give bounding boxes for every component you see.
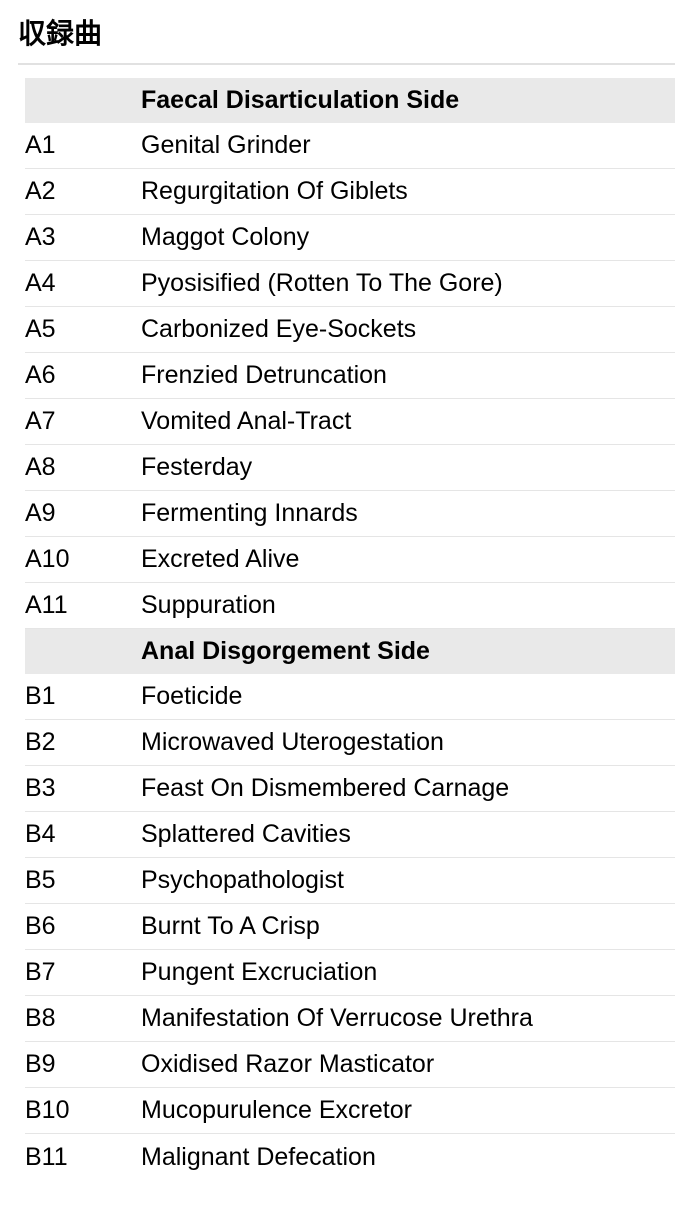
track-title: Foeticide: [141, 673, 675, 721]
track-number: B10: [25, 1087, 141, 1135]
track-row: B7 Pungent Excruciation: [25, 949, 675, 997]
track-title: Suppuration: [141, 582, 675, 630]
track-title: Burnt To A Crisp: [141, 903, 675, 951]
track-number: B11: [25, 1142, 68, 1171]
track-row: A8 Festerday: [25, 444, 675, 492]
track-row: A3 Maggot Colony: [25, 214, 675, 262]
track-row: A5 Carbonized Eye-Sockets: [25, 306, 675, 354]
track-title: Frenzied Detruncation: [141, 352, 675, 400]
track-row: A2 Regurgitation Of Giblets: [25, 168, 675, 216]
side-header-number-cell: [25, 629, 141, 674]
track-row: B10 Mucopurulence Excretor: [25, 1087, 675, 1135]
track-row: A9 Fermenting Innards: [25, 490, 675, 538]
tracklist-body: Faecal Disarticulation Side A1 Genital Gri…: [25, 77, 675, 1180]
track-title: Mucopurulence Excretor: [141, 1087, 675, 1135]
track-number: B1: [25, 673, 141, 721]
side-header-row: Anal Disgorgement Side: [25, 628, 675, 674]
track-title: Carbonized Eye-Sockets: [141, 306, 675, 354]
track-title: Regurgitation Of Giblets: [141, 168, 675, 216]
track-number: A9: [25, 490, 141, 538]
track-number: A4: [25, 260, 141, 308]
track-number: B3: [25, 765, 141, 813]
track-number: A2: [25, 168, 141, 216]
track-row: B4 Splattered Cavities: [25, 811, 675, 859]
track-title: Genital Grinder: [141, 122, 675, 170]
track-row: B2 Microwaved Uterogestation: [25, 719, 675, 767]
track-number: A10: [25, 536, 141, 584]
track-number: B9: [25, 1041, 141, 1089]
track-row: A10 Excreted Alive: [25, 536, 675, 584]
track-number: A1: [25, 122, 141, 170]
track-title: Microwaved Uterogestation: [141, 719, 675, 767]
track-number: B4: [25, 811, 141, 859]
track-row: B11 Malignant Defecation: [25, 1134, 675, 1180]
track-title: Maggot Colony: [141, 214, 675, 262]
track-row: A4 Pyosisified (Rotten To The Gore): [25, 260, 675, 308]
track-number: B6: [25, 903, 141, 951]
track-title: Vomited Anal-Tract: [141, 398, 675, 446]
track-title: Psychopathologist: [141, 857, 675, 905]
track-row: B5 Psychopathologist: [25, 857, 675, 905]
track-title: Splattered Cavities: [141, 811, 675, 859]
track-number: B7: [25, 949, 141, 997]
section-heading: 収録曲: [18, 0, 675, 65]
track-title: Malignant Defecation: [141, 1142, 376, 1171]
track-number: A5: [25, 306, 141, 354]
track-row: B1 Foeticide: [25, 673, 675, 721]
track-number: A6: [25, 352, 141, 400]
track-row: A1 Genital Grinder: [25, 122, 675, 170]
track-row: A6 Frenzied Detruncation: [25, 352, 675, 400]
track-title: Feast On Dismembered Carnage: [141, 765, 675, 813]
track-title: Excreted Alive: [141, 536, 675, 584]
side-header-row: Faecal Disarticulation Side: [25, 77, 675, 123]
track-title: Pyosisified (Rotten To The Gore): [141, 260, 675, 308]
side-header-label: Faecal Disarticulation Side: [141, 85, 460, 114]
track-row: B8 Manifestation Of Verrucose Urethra: [25, 995, 675, 1043]
side-header-label: Anal Disgorgement Side: [141, 637, 430, 666]
track-row: A7 Vomited Anal-Tract: [25, 398, 675, 446]
tracklist-section: 収録曲 Faecal Disarticulation Side A1 Genital…: [18, 0, 675, 1180]
track-number: A7: [25, 398, 141, 446]
track-number: A11: [25, 582, 141, 630]
track-number: B2: [25, 719, 141, 767]
track-title: Fermenting Innards: [141, 490, 675, 538]
track-row: B6 Burnt To A Crisp: [25, 903, 675, 951]
track-row: B9 Oxidised Razor Masticator: [25, 1041, 675, 1089]
track-title: Oxidised Razor Masticator: [141, 1041, 675, 1089]
tracklist-table: Faecal Disarticulation Side A1 Genital Gri…: [25, 77, 675, 1180]
track-number: A8: [25, 444, 141, 492]
side-header-number-cell: [25, 78, 141, 123]
track-number: A3: [25, 214, 141, 262]
track-row: A11 Suppuration: [25, 582, 675, 630]
track-number: B5: [25, 857, 141, 905]
track-title: Manifestation Of Verrucose Urethra: [141, 995, 675, 1043]
track-title: Pungent Excruciation: [141, 949, 675, 997]
track-title: Festerday: [141, 444, 675, 492]
track-number: B8: [25, 995, 141, 1043]
track-row: B3 Feast On Dismembered Carnage: [25, 765, 675, 813]
